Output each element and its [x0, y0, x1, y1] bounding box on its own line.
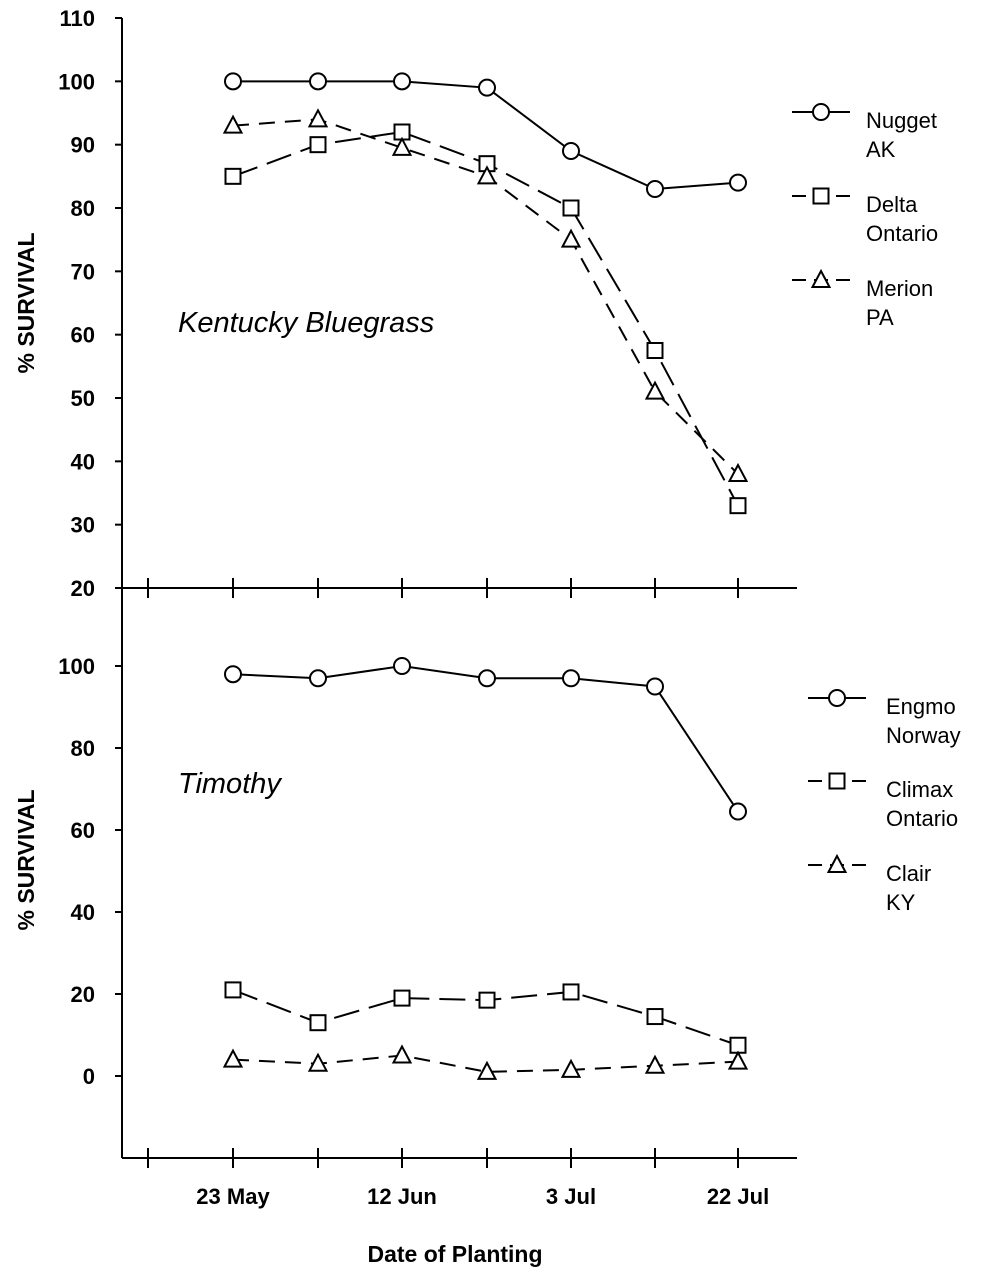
- data-point-merion: [307, 108, 329, 128]
- panel-title: Kentucky Bluegrass: [178, 307, 434, 339]
- data-point-nugget: [729, 173, 747, 192]
- legend-marker: [828, 772, 846, 790]
- legend-label: AK: [866, 137, 896, 162]
- data-point-climax: [393, 989, 411, 1007]
- data-point-delta: [729, 497, 747, 515]
- data-point-clair: [560, 1058, 582, 1078]
- y-tick-label: 100: [58, 69, 95, 94]
- legend-label: Ontario: [886, 806, 958, 831]
- y-tick-label: 80: [71, 736, 95, 761]
- legend-label: Engmo: [886, 694, 956, 719]
- data-point-nugget: [646, 180, 664, 198]
- legend-marker: [812, 187, 830, 205]
- data-point-merion: [560, 228, 582, 248]
- legend-label: PA: [866, 305, 894, 330]
- data-point-climax: [646, 1008, 664, 1026]
- x-tick-label: 22 Jul: [707, 1184, 769, 1209]
- data-point-nugget: [309, 72, 327, 91]
- y-tick-label: 20: [71, 576, 95, 601]
- legend-label: Clair: [886, 861, 931, 886]
- y-tick-label: 40: [71, 900, 95, 925]
- data-point-clair: [307, 1052, 329, 1072]
- data-point-engmo: [729, 802, 747, 821]
- legend-label: KY: [886, 890, 916, 915]
- legend-marker: [810, 268, 832, 288]
- y-tick-label: 50: [71, 386, 95, 411]
- data-point-engmo: [393, 657, 411, 675]
- y-tick-label: 30: [71, 513, 95, 538]
- y-tick-label: 0: [83, 1064, 95, 1089]
- y-tick-label: 40: [71, 449, 95, 474]
- data-point-clair: [727, 1050, 749, 1070]
- y-axis-label: % SURVIVAL: [13, 789, 39, 930]
- y-tick-label: 100: [58, 654, 95, 679]
- data-point-climax: [309, 1014, 327, 1032]
- data-point-nugget: [224, 72, 242, 91]
- x-tick-label: 12 Jun: [367, 1184, 437, 1209]
- y-tick-label: 20: [71, 982, 95, 1007]
- data-point-engmo: [224, 665, 242, 684]
- data-point-nugget: [478, 78, 496, 97]
- data-point-engmo: [646, 677, 664, 696]
- x-axis-label: Date of Planting: [367, 1241, 542, 1267]
- data-point-engmo: [309, 669, 327, 688]
- data-point-clair: [391, 1044, 413, 1064]
- data-point-clair: [644, 1054, 666, 1074]
- x-tick-label: 23 May: [196, 1184, 270, 1209]
- y-tick-label: 110: [60, 6, 96, 31]
- data-point-climax: [478, 991, 496, 1009]
- legend-label: Merion: [866, 276, 933, 301]
- legend-marker: [828, 689, 846, 707]
- legend-marker: [826, 853, 848, 873]
- legend-label: Ontario: [866, 221, 938, 246]
- data-point-delta: [646, 342, 664, 359]
- data-point-merion: [222, 114, 244, 134]
- y-tick-label: 70: [71, 259, 95, 284]
- data-point-climax: [224, 981, 242, 999]
- legend-label: Delta: [866, 192, 918, 217]
- panel-title: Timothy: [178, 768, 282, 800]
- data-point-clair: [476, 1060, 498, 1080]
- legend-label: Climax: [886, 777, 953, 802]
- data-point-nugget: [393, 72, 411, 91]
- data-point-clair: [222, 1048, 244, 1068]
- y-tick-label: 60: [71, 818, 95, 843]
- y-axis-label: % SURVIVAL: [13, 232, 39, 373]
- data-point-delta: [224, 167, 242, 185]
- data-point-merion: [644, 380, 666, 400]
- data-point-delta: [562, 199, 580, 217]
- data-point-merion: [727, 462, 749, 482]
- legend-label: Nugget: [866, 108, 937, 133]
- x-tick-label: 3 Jul: [546, 1184, 596, 1209]
- data-point-engmo: [478, 669, 496, 688]
- data-point-climax: [562, 983, 580, 1001]
- data-point-merion: [391, 136, 413, 156]
- data-point-merion: [476, 165, 498, 185]
- legend-label: Norway: [886, 723, 961, 748]
- y-tick-label: 80: [71, 196, 95, 221]
- data-point-engmo: [562, 669, 580, 688]
- data-point-climax: [729, 1036, 747, 1054]
- data-point-delta: [309, 136, 327, 154]
- y-tick-label: 90: [71, 133, 95, 158]
- data-point-nugget: [562, 142, 580, 160]
- legend-marker: [812, 103, 830, 121]
- y-tick-label: 60: [71, 323, 95, 348]
